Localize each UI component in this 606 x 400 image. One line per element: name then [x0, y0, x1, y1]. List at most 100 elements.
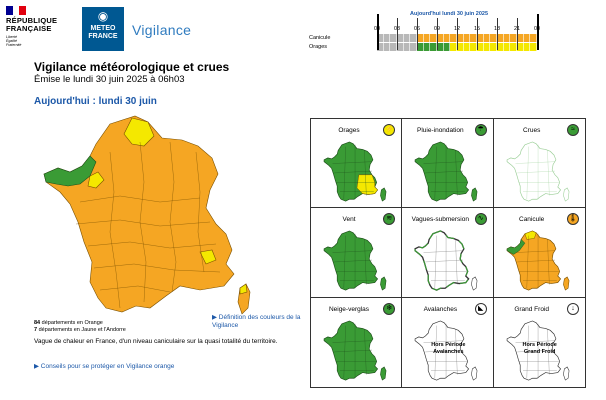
phenomenon-map: [323, 230, 387, 291]
phenomenon-cell-pluie-inondation[interactable]: Pluie-inondation ☂: [402, 119, 494, 209]
timeline-segment: [430, 34, 438, 42]
timeline-tick: [537, 14, 539, 50]
phenomenon-map: [323, 320, 387, 381]
timeline-row-label: Canicule: [309, 35, 331, 41]
phenomenon-map: [415, 141, 478, 202]
orange-advice-link[interactable]: ▶ Conseils pour se protéger en Vigilance…: [34, 363, 175, 370]
corsica-shape: [471, 187, 478, 202]
phenomenon-cell-avalanches[interactable]: Avalanches ◣ Hors Période Avalanches: [402, 297, 494, 387]
map-region-yellow-normandy[interactable]: [123, 117, 155, 147]
timeline-segment: [463, 34, 471, 42]
timeline-segment: [490, 34, 498, 42]
republique-name: RÉPUBLIQUE FRANÇAISE: [6, 16, 58, 33]
phenomenon-map: [414, 230, 478, 292]
timeline-segment: [417, 43, 424, 51]
timeline-row-orages[interactable]: Orages: [305, 43, 538, 51]
map-region-green-brittany[interactable]: [43, 155, 97, 187]
map-region-yellow-southeast[interactable]: [199, 249, 217, 265]
phenomenon-icon: ≋: [383, 213, 396, 226]
map-region-yellow-west[interactable]: [87, 171, 105, 189]
timeline-segment: [517, 34, 524, 42]
green-zone: [506, 239, 525, 256]
french-flag-icon: [6, 6, 27, 15]
timeline-segment: [450, 43, 458, 51]
timeline-tick: [417, 18, 418, 50]
france-shape: [323, 320, 379, 381]
timeline-segment: [403, 34, 411, 42]
timeline-row-canicule[interactable]: Canicule: [305, 34, 538, 42]
timeline-segment: [383, 43, 391, 51]
phenomena-grid: Orages ⚡ Pluie-inondation ☂ Crues ≈ Vent ≋ Vague…: [310, 118, 586, 388]
meteo-label: METEO: [90, 25, 116, 32]
phenomenon-cell-crues[interactable]: Crues ≈: [493, 119, 585, 209]
timeline-segment: [497, 43, 504, 51]
timeline-segment: [457, 34, 464, 42]
republique-francaise-logo[interactable]: RÉPUBLIQUE FRANÇAISE Liberté Égalité Fra…: [6, 6, 80, 52]
vigilance-logo[interactable]: Vigilance: [132, 22, 192, 38]
hors-periode-note: Hors Période Avalanches: [431, 341, 466, 355]
phenomenon-icon: ≈: [567, 124, 579, 136]
corsica-shape: [380, 187, 387, 202]
phenomenon-icon: ⚡: [383, 124, 396, 136]
timeline-tick: [377, 14, 379, 50]
timeline-tick: [457, 18, 458, 50]
timeline-segment: [503, 34, 511, 42]
france-vigilance-map[interactable]: [40, 112, 258, 330]
republique-motto: Liberté Égalité Fraternité: [6, 35, 22, 48]
map-corsica-yellow[interactable]: [239, 283, 248, 295]
timeline-segment: [437, 34, 444, 42]
phenomenon-icon: ☂: [474, 124, 487, 136]
phenomenon-cell-vagues-submersion[interactable]: Vagues-submersion ∿: [402, 208, 494, 298]
definition-colors-link[interactable]: ▶ Définition des couleurs de la Vigilanc…: [212, 314, 301, 329]
timeline-segment: [523, 34, 531, 42]
phenomenon-label: Vent: [342, 216, 356, 224]
phenomenon-cell-canicule[interactable]: Canicule 🌡: [493, 208, 585, 298]
france-shape: [323, 230, 379, 291]
timeline-bar-canicule: [377, 34, 538, 42]
timeline-segment: [397, 34, 404, 42]
france-label: FRANCE: [88, 33, 118, 40]
phenomenon-label: Crues: [522, 127, 541, 134]
phenomenon-map: [323, 141, 387, 202]
meteo-france-logo[interactable]: ◉ METEO FRANCE: [82, 7, 124, 51]
timeline-segment: [443, 34, 451, 42]
timeline-segment: [503, 43, 511, 51]
phenomenon-icon: ◣: [474, 302, 487, 315]
phenomenon-label: Grand Froid: [514, 305, 549, 313]
timeline-segment: [450, 34, 458, 42]
timeline-segment: [437, 43, 444, 51]
timeline-segment: [490, 43, 498, 51]
corsica-shape: [380, 276, 387, 291]
phenomenon-cell-grand-froid[interactable]: Grand Froid ↓ Hors Période Grand Froid: [494, 298, 585, 387]
timeline-segment: [377, 43, 384, 51]
emission-date: Émise le lundi 30 juin 2025 à 06h03: [34, 74, 185, 85]
timeline-segment: [477, 43, 484, 51]
timeline-segment: [410, 34, 418, 42]
phenomenon-map: [506, 230, 570, 291]
orange-count-text: départements en Orange: [41, 320, 103, 326]
timeline-segment: [423, 43, 431, 51]
timeline-bar-orages: [377, 43, 538, 51]
phenomenon-cell-vent[interactable]: Vent ≋: [311, 208, 403, 298]
timeline-segment: [497, 34, 504, 42]
timeline-segment: [470, 34, 478, 42]
timeline-segment: [443, 43, 451, 51]
timeline-segment: [377, 34, 384, 42]
timeline-segment: [517, 43, 524, 51]
phenomenon-label: Orages: [338, 127, 360, 134]
timeline-segment: [510, 34, 518, 42]
phenomenon-map: [415, 320, 478, 381]
phenomenon-cell-neige-verglas[interactable]: Neige-verglas ❄: [311, 297, 403, 387]
phenomenon-label: Vagues-submersion: [411, 216, 469, 224]
today-label: Aujourd'hui : lundi 30 juin: [34, 96, 157, 107]
yellow-count-text: départements en Jaune et l'Andorre: [38, 327, 126, 333]
timeline-segment: [483, 34, 491, 42]
phenomenon-label: Avalanches: [423, 305, 458, 313]
phenomenon-cell-orages[interactable]: Orages ⚡: [311, 119, 403, 209]
corsica-shape: [562, 276, 570, 291]
phenomenon-icon: ❄: [383, 302, 396, 315]
timeline-segment: [397, 43, 404, 51]
timeline-row-label: Orages: [309, 44, 328, 50]
timeline-segment: [530, 43, 538, 51]
timeline-segment: [383, 34, 391, 42]
